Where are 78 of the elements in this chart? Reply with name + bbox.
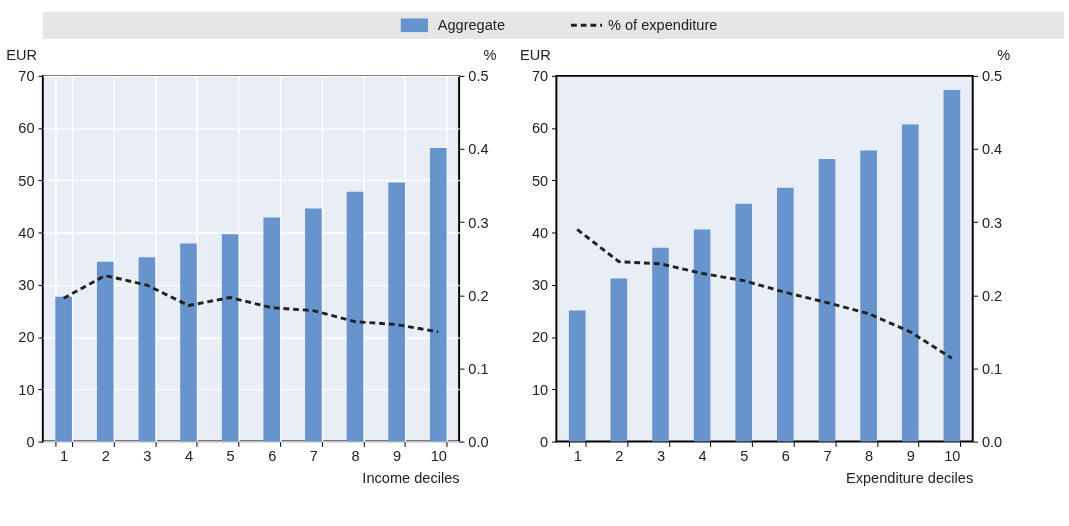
- y-tick-label: 20: [18, 329, 35, 346]
- y2-tick-label: 0.5: [468, 68, 489, 85]
- x-axis-title: Income deciles: [362, 469, 460, 486]
- bar: [96, 261, 114, 442]
- bar: [777, 187, 794, 442]
- x-tick-label: 2: [101, 447, 110, 464]
- bar: [860, 150, 877, 442]
- y-axis-title: EUR: [519, 46, 551, 63]
- y-tick-label: 0: [540, 433, 549, 450]
- bar: [429, 147, 447, 442]
- x-tick-label: 9: [393, 447, 402, 464]
- y2-tick-label: 0.2: [468, 287, 489, 304]
- bar: [943, 89, 961, 442]
- x-tick-label: 1: [60, 447, 69, 464]
- bar: [901, 124, 919, 442]
- y-tick-label: 50: [18, 172, 35, 189]
- legend-label: % of expenditure: [607, 17, 718, 34]
- y2-tick-label: 0.4: [468, 141, 489, 158]
- x-tick-label: 6: [268, 447, 277, 464]
- y2-tick-label: 0.3: [468, 214, 489, 231]
- x-tick-label: 4: [184, 447, 194, 464]
- y-tick-label: 60: [531, 120, 549, 137]
- x-axis-title: Expenditure deciles: [845, 469, 974, 486]
- bar: [610, 278, 628, 442]
- x-tick-label: 3: [656, 447, 666, 464]
- y2-tick-label: 0.0: [981, 433, 1003, 450]
- y-tick-label: 10: [531, 381, 549, 398]
- bar: [388, 182, 405, 442]
- x-tick-label: 2: [615, 447, 624, 464]
- y-axis-title: EUR: [6, 46, 38, 63]
- bar: [305, 208, 322, 442]
- x-tick-label: 5: [226, 447, 235, 464]
- x-tick-label: 6: [781, 447, 790, 464]
- x-tick-label: 7: [309, 447, 318, 464]
- y2-tick-label: 0.5: [981, 68, 1003, 85]
- bar: [180, 243, 197, 442]
- bar: [55, 296, 72, 442]
- x-tick-label: 10: [430, 447, 447, 464]
- y-tick-label: 30: [531, 277, 549, 294]
- y2-tick-label: 0.3: [981, 214, 1003, 231]
- x-tick-label: 8: [865, 447, 874, 464]
- x-tick-label: 5: [740, 447, 749, 464]
- y-tick-label: 30: [18, 277, 35, 294]
- y-tick-label: 50: [531, 172, 549, 189]
- y-tick-label: 20: [531, 329, 549, 346]
- y2-tick-label: 0.2: [981, 287, 1003, 304]
- y-tick-label: 60: [18, 120, 35, 137]
- line-series: [575, 228, 954, 360]
- bar: [221, 234, 239, 442]
- x-tick-label: 10: [944, 447, 961, 464]
- line-series: [62, 274, 440, 334]
- y-tick-label: 70: [18, 68, 35, 85]
- y2-axis-title: %: [997, 46, 1011, 63]
- y-tick-label: 10: [18, 381, 35, 398]
- bar: [652, 247, 669, 442]
- x-tick-label: 7: [823, 447, 832, 464]
- y-tick-label: 0: [26, 433, 35, 450]
- x-tick-label: 1: [573, 447, 582, 464]
- y2-tick-label: 0.1: [468, 360, 489, 377]
- legend-label: Aggregate: [437, 17, 505, 34]
- bar: [346, 191, 364, 442]
- bar: [693, 229, 711, 442]
- bar: [263, 217, 281, 442]
- bar: [735, 203, 753, 442]
- x-tick-label: 4: [698, 447, 707, 464]
- bar: [568, 310, 586, 442]
- y2-tick-label: 0.4: [981, 141, 1003, 158]
- bar: [138, 257, 156, 442]
- x-tick-label: 8: [351, 447, 360, 464]
- y2-axis-title: %: [483, 46, 497, 63]
- y-tick-label: 40: [531, 224, 549, 241]
- x-tick-label: 9: [906, 447, 915, 464]
- bar: [818, 158, 836, 442]
- y2-tick-label: 0.1: [981, 360, 1003, 377]
- y-tick-label: 70: [531, 68, 549, 85]
- x-tick-label: 3: [143, 447, 152, 464]
- y2-tick-label: 0.0: [468, 433, 489, 450]
- y-tick-label: 40: [18, 224, 35, 241]
